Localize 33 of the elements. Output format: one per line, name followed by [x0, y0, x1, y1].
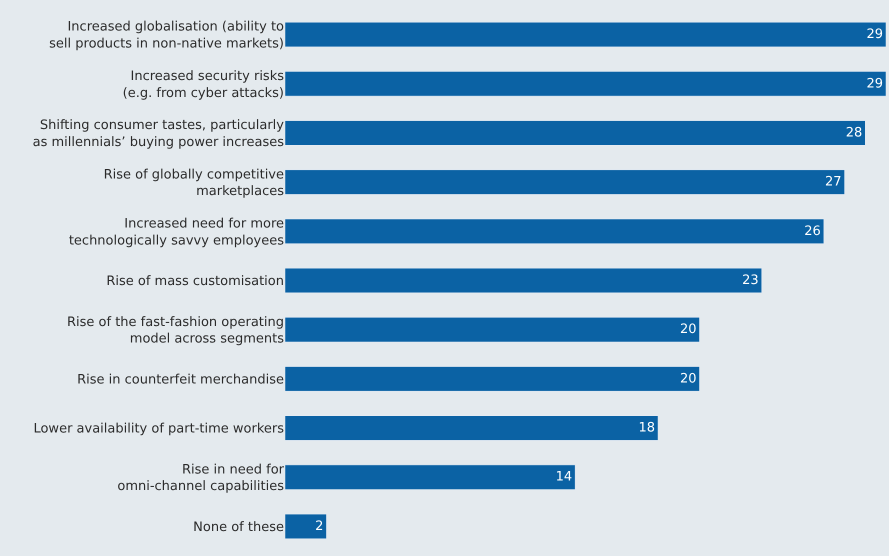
data-label: 14	[556, 470, 572, 485]
y-tick-label: Rise of mass customisation	[106, 274, 284, 290]
bar	[285, 464, 576, 490]
data-label: 28	[846, 125, 862, 140]
y-tick-label: Increased need for more technologically savvy employees	[68, 216, 284, 248]
bar	[285, 22, 886, 48]
data-label: 27	[825, 174, 842, 190]
bar	[285, 71, 886, 96]
bar	[285, 268, 762, 294]
y-tick-label: None of these	[193, 520, 284, 535]
y-tick-label: Rise of globally competitive marketplaces	[104, 167, 284, 200]
data-label: 23	[742, 273, 759, 288]
data-label: 29	[866, 27, 883, 42]
data-label: 26	[804, 224, 821, 239]
bar	[285, 416, 658, 441]
y-tick-label: Lower availability of part-time workers	[33, 422, 284, 437]
bar	[285, 317, 700, 342]
data-label: 18	[638, 420, 656, 436]
bar	[285, 170, 845, 195]
y-tick-label: Rise of the fast-fashion operating model across segments	[67, 314, 284, 347]
data-label: 20	[680, 371, 696, 386]
y-tick-label: Rise in counterfeit merchandise	[77, 372, 284, 388]
y-tick-label: Rise in need for omni-channel capabilities	[117, 462, 285, 494]
data-label: 20	[680, 322, 696, 338]
data-label: 2	[315, 518, 324, 534]
y-tick-label: Increased globalisation (ability to sell products in non-native markets)	[49, 20, 284, 52]
bar	[285, 218, 824, 244]
bar	[285, 514, 327, 539]
y-tick-label: Increased security risks (e.g. from cyber attacks)	[122, 68, 284, 101]
data-label: 29	[866, 76, 883, 92]
y-tick-label: Shifting consumer tastes, particularly as millennials’ buying power increases	[32, 118, 284, 150]
bar	[285, 120, 866, 146]
bar	[285, 366, 700, 392]
